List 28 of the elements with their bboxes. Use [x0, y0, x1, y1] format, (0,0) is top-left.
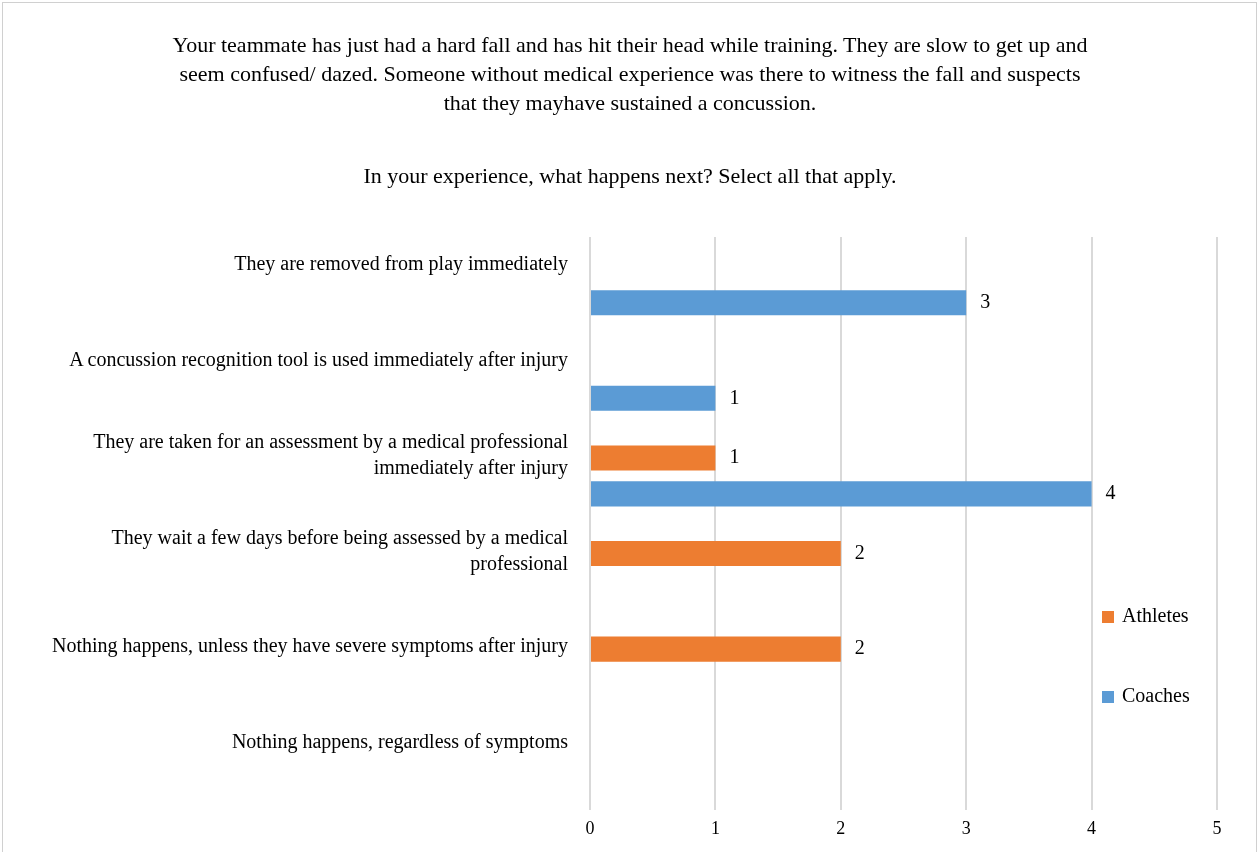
data-label: 1 [729, 445, 740, 468]
x-tick-label: 3 [961, 817, 971, 838]
y-tick-label: Nothing happens, unless they have severe symptoms after injury [52, 634, 568, 658]
x-tick-label: 0 [585, 817, 595, 838]
bar [591, 541, 841, 567]
x-tick-label: 1 [710, 817, 720, 838]
bar [591, 385, 716, 411]
y-tick-label: A concussion recognition tool is used immediately after injury [69, 347, 568, 371]
data-label: 3 [980, 289, 991, 312]
x-tick-label: 2 [836, 817, 846, 838]
bar [591, 290, 967, 316]
bar [591, 445, 716, 471]
chart-title: Your teammate has just had a hard fall and has hit their head while training. They are slow to get up and seem confused/ dazed. Someone without medical experience was there to witness the fall and suspects that they mayhave sustained a concussion. [171, 31, 1089, 117]
y-tick-label: They are removed from play immediately [234, 252, 568, 276]
chart-subtitle: In your experience, what happens next? Select all that apply. [362, 163, 898, 189]
legend-label: Coaches [1122, 684, 1190, 707]
bar [591, 636, 841, 662]
data-label: 1 [729, 385, 740, 408]
y-tick-label: Nothing happens, regardless of symptoms [231, 729, 569, 753]
data-label: 2 [854, 636, 865, 659]
data-label: 2 [854, 540, 865, 563]
bar [591, 481, 1092, 507]
y-tick-label: They wait a few days before being assessed by a medical professional [111, 525, 569, 575]
data-label: 4 [1105, 481, 1116, 504]
x-tick-label: 4 [1087, 817, 1097, 838]
y-tick-label: They are taken for an assessment by a medical professional immediately after injury [93, 430, 569, 480]
legend-label: Athletes [1122, 604, 1189, 627]
x-tick-label: 5 [1212, 817, 1222, 838]
